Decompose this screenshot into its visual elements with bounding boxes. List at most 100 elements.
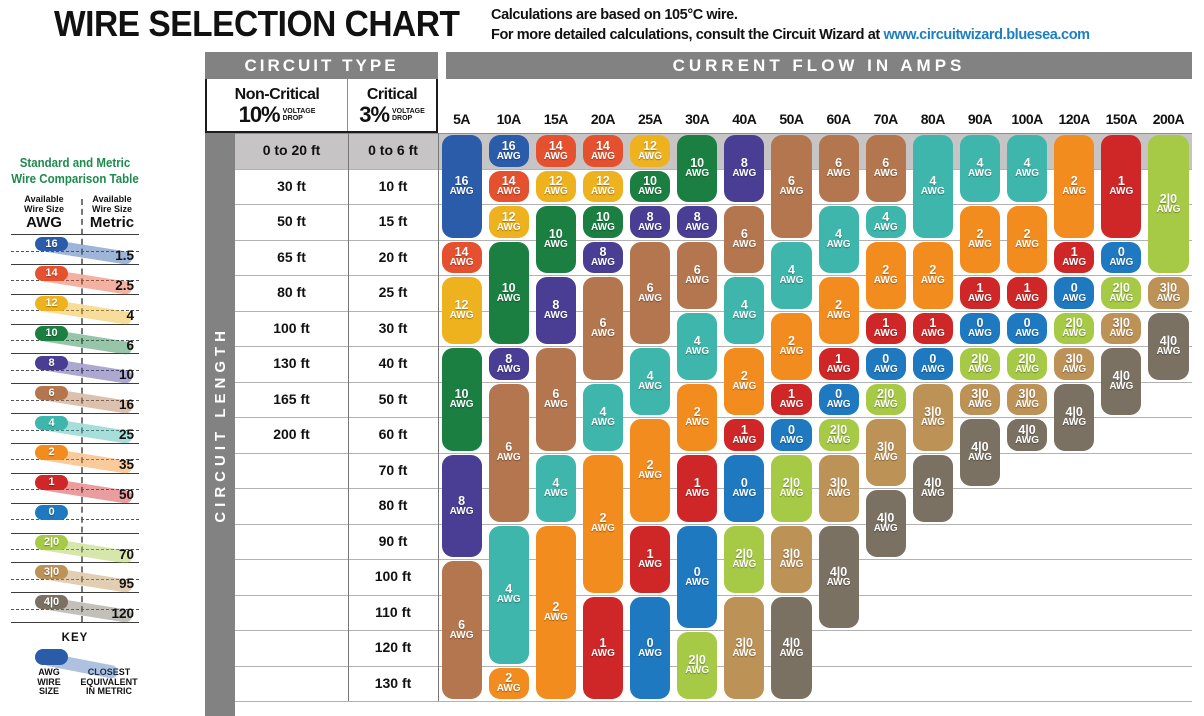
awg-value: 2|0 xyxy=(1159,191,1178,206)
amp-column-header: 70A xyxy=(873,111,899,127)
awg-unit: AWG xyxy=(590,523,615,535)
awg-pill: 8 AWG xyxy=(630,206,671,238)
comparison-entry: 2.5 14 xyxy=(11,263,139,296)
awg-pill: 4 AWG xyxy=(535,454,576,522)
circuit-wizard-link[interactable]: www.circuitwizard.bluesea.com xyxy=(883,26,1090,43)
amp-column-header: 15A xyxy=(543,111,569,127)
critical-length-cell: 90 ft xyxy=(378,532,408,549)
awg-unit: AWG xyxy=(449,186,474,197)
awg-value: 3|0 xyxy=(735,635,754,650)
noncritical-length-cell: 0 to 20 ft xyxy=(262,142,321,158)
awg-pill: 4 AWG xyxy=(959,135,1000,202)
amp-column-header: 100A xyxy=(1011,111,1043,127)
critical-length-cell: 20 ft xyxy=(378,248,408,265)
awg-pill: 2 AWG xyxy=(1054,135,1095,238)
voltage-drop-subheader: Non-Critical 10% VOLTAGE DROP Critical 3… xyxy=(205,79,438,133)
awg-unit: AWG xyxy=(873,168,898,180)
awg-unit: AWG xyxy=(779,647,804,659)
amp-column-header: 90A xyxy=(967,111,993,127)
awg-pill: 0 AWG xyxy=(1101,241,1142,273)
amp-column-header: 50A xyxy=(779,111,804,127)
awg-pill: 6 AWG xyxy=(724,206,765,273)
awg-unit: AWG xyxy=(967,168,992,180)
awg-pill: 2 AWG xyxy=(771,312,812,380)
header-note: Calculations are based on 105°C wire. Fo… xyxy=(491,6,1090,45)
awg-pill: 10 AWG xyxy=(630,170,671,202)
entry-top-line xyxy=(11,413,139,415)
awg-value: 2 xyxy=(787,333,795,348)
awg-value: 2|0 xyxy=(688,653,706,668)
awg-pill: 4 AWG xyxy=(818,206,859,273)
awg-pill: 2|0 AWG xyxy=(959,348,1000,380)
awg-unit: AWG xyxy=(638,292,662,304)
awg-pill: 2|0 AWG xyxy=(771,454,812,522)
awg-unit: AWG xyxy=(732,487,757,499)
awg-unit: AWG xyxy=(1156,203,1181,215)
awg-unit: AWG xyxy=(449,399,474,410)
awg-unit: AWG xyxy=(873,221,898,233)
awg-unit: AWG xyxy=(496,186,521,197)
awg-value: 6 xyxy=(505,440,513,455)
critical-length-cell: 120 ft xyxy=(374,639,412,655)
awg-pill: 1 AWG xyxy=(771,383,812,415)
awg-pill: 2|0 AWG xyxy=(865,383,906,415)
awg-value: 4|0 xyxy=(876,511,895,526)
amp-column-header: 5A xyxy=(453,111,471,127)
awg-pill: 12 AWG xyxy=(582,170,623,202)
amp-column-header: 120A xyxy=(1058,111,1090,127)
column-divider xyxy=(438,133,439,701)
awg-unit: AWG xyxy=(1062,257,1087,268)
awg-unit: AWG xyxy=(967,363,992,375)
awg-unit: AWG xyxy=(543,239,568,251)
awg-unit: AWG xyxy=(638,221,662,233)
awg-value: 10 xyxy=(643,174,658,188)
awg-unit: AWG xyxy=(732,310,757,322)
amp-column: 6 AWG 4 AWG 2 AWG 1 AWG 0 AWG 2|0 AWG 3|0 AWG 4|0 AWG xyxy=(768,133,815,701)
awg-unit: AWG xyxy=(826,434,851,446)
awg-unit: AWG xyxy=(873,328,898,339)
awg-unit: AWG xyxy=(543,150,568,162)
awg-value: 2 xyxy=(646,458,654,472)
amp-column-header: 80A xyxy=(920,111,946,127)
awg-pill: 1 AWG xyxy=(818,348,859,380)
awg-unit: AWG xyxy=(920,416,945,428)
sidebar-metric-value: 95 xyxy=(118,576,134,592)
noncritical-length-cell: 50 ft xyxy=(277,213,306,229)
awg-pill: 2 AWG xyxy=(1007,206,1048,273)
amp-column: 16 AWG 14 AWG 12 AWG 10 AWG 8 AWG 6 AWG xyxy=(438,133,485,701)
comparison-entry: 4 12 xyxy=(11,293,139,325)
awg-value: 4 xyxy=(740,298,748,313)
awg-pill: 0 AWG xyxy=(912,348,953,380)
awg-unit: AWG xyxy=(496,594,521,606)
key-title: KEY xyxy=(61,632,89,644)
awg-pill: 2 AWG xyxy=(582,454,623,593)
noncritical-length-cell: 200 ft xyxy=(273,426,310,442)
awg-pill: 1 AWG xyxy=(1101,135,1142,238)
awg-pill: 4 AWG xyxy=(582,383,623,451)
awg-value: 6 xyxy=(882,156,890,171)
critical-length-cell: 25 ft xyxy=(378,284,408,300)
awg-unit: AWG xyxy=(496,683,521,694)
awg-pill: 2 AWG xyxy=(959,206,1000,273)
awg-value: 1 xyxy=(835,351,843,366)
comparison-entry: 95 3|0 xyxy=(11,562,139,594)
awg-pill: 2 AWG xyxy=(488,667,529,699)
awg-pill: 1 AWG xyxy=(959,277,1000,309)
awg-unit: AWG xyxy=(967,239,992,251)
awg-pill: 10 AWG xyxy=(488,241,529,344)
comparison-entry: 120 4|0 xyxy=(11,592,139,624)
awg-pill: 2|0 AWG xyxy=(677,632,718,699)
awg-value: 4 xyxy=(505,582,513,597)
awg-value: 4 xyxy=(835,227,843,242)
sidebar-title: Standard and Metric Wire Comparison Tabl… xyxy=(11,156,139,186)
awg-unit: AWG xyxy=(638,558,662,570)
circuit-type-header: CIRCUIT TYPE xyxy=(205,52,438,79)
awg-unit: AWG xyxy=(543,487,568,499)
awg-pill: 4 AWG xyxy=(865,206,906,238)
awg-pill: 4 AWG xyxy=(677,312,718,380)
awg-unit: AWG xyxy=(685,274,710,286)
awg-value: 4 xyxy=(976,156,984,171)
awg-value: 10 xyxy=(548,227,563,242)
entries-bottom-line xyxy=(11,622,139,624)
awg-unit: AWG xyxy=(685,221,710,233)
